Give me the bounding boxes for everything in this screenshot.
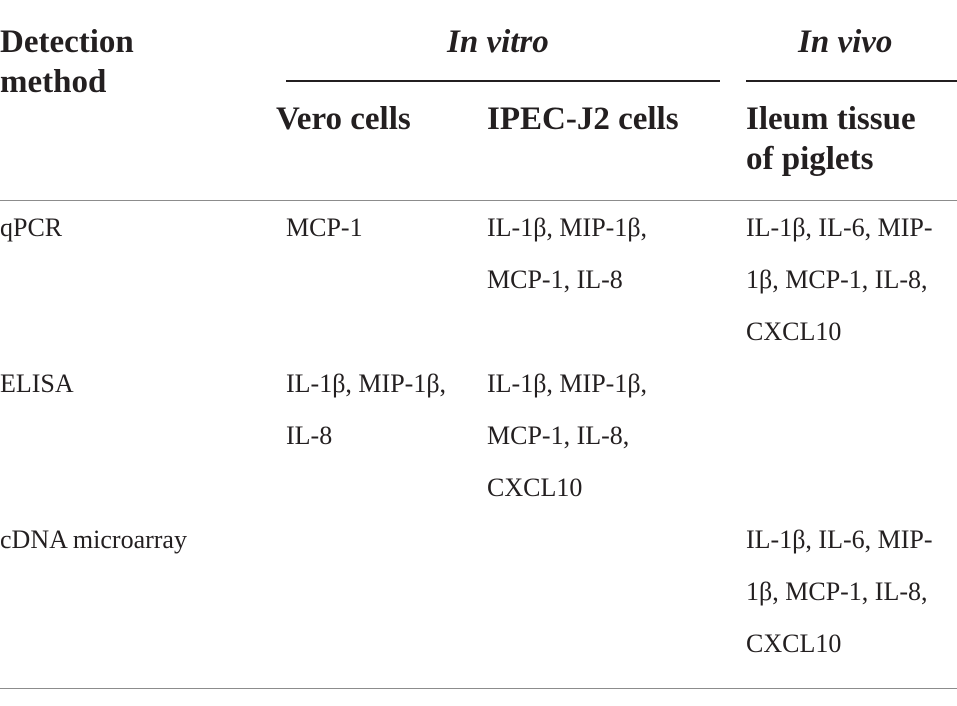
header-ileum-line2: of piglets bbox=[746, 141, 874, 177]
row-ipec-cell: IL-1β, MIP-1β, bbox=[487, 369, 648, 398]
row-ileum-cell: CXCL10 bbox=[746, 317, 842, 346]
row-ileum-cell: IL-1β, IL-6, MIP- bbox=[746, 525, 933, 554]
header-ileum-line1: Ileum tissue bbox=[746, 101, 916, 137]
in-vitro-group-rule bbox=[286, 80, 720, 82]
header-group-in-vivo: In vivo bbox=[798, 24, 893, 60]
row-ipec-cell: CXCL10 bbox=[487, 473, 583, 502]
row-method-cell: ELISA bbox=[0, 369, 74, 398]
row-vero-cell: IL-8 bbox=[286, 421, 333, 450]
row-ipec-cell: IL-1β, MIP-1β, bbox=[487, 213, 648, 242]
header-detection-method-line2: method bbox=[0, 64, 107, 100]
row-ipec-cell: MCP-1, IL-8 bbox=[487, 265, 623, 294]
row-method-cell: qPCR bbox=[0, 213, 63, 242]
header-group-in-vitro: In vitro bbox=[447, 24, 549, 60]
row-ileum-cell: IL-1β, IL-6, MIP- bbox=[746, 213, 933, 242]
row-ileum-cell: 1β, MCP-1, IL-8, bbox=[746, 577, 928, 606]
row-ileum-cell: CXCL10 bbox=[746, 629, 842, 658]
row-ipec-cell: MCP-1, IL-8, bbox=[487, 421, 630, 450]
header-ipec-j2-cells: IPEC-J2 cells bbox=[487, 101, 679, 137]
header-bottom-rule bbox=[0, 200, 957, 201]
table-bottom-rule bbox=[0, 688, 957, 689]
row-vero-cell: IL-1β, MIP-1β, bbox=[286, 369, 447, 398]
header-detection-method-line1: Detection bbox=[0, 24, 134, 60]
header-vero-cells: Vero cells bbox=[276, 101, 411, 137]
row-ileum-cell: 1β, MCP-1, IL-8, bbox=[746, 265, 928, 294]
row-vero-cell: MCP-1 bbox=[286, 213, 363, 242]
in-vivo-group-rule bbox=[746, 80, 957, 82]
row-method-cell: cDNA microarray bbox=[0, 525, 187, 554]
